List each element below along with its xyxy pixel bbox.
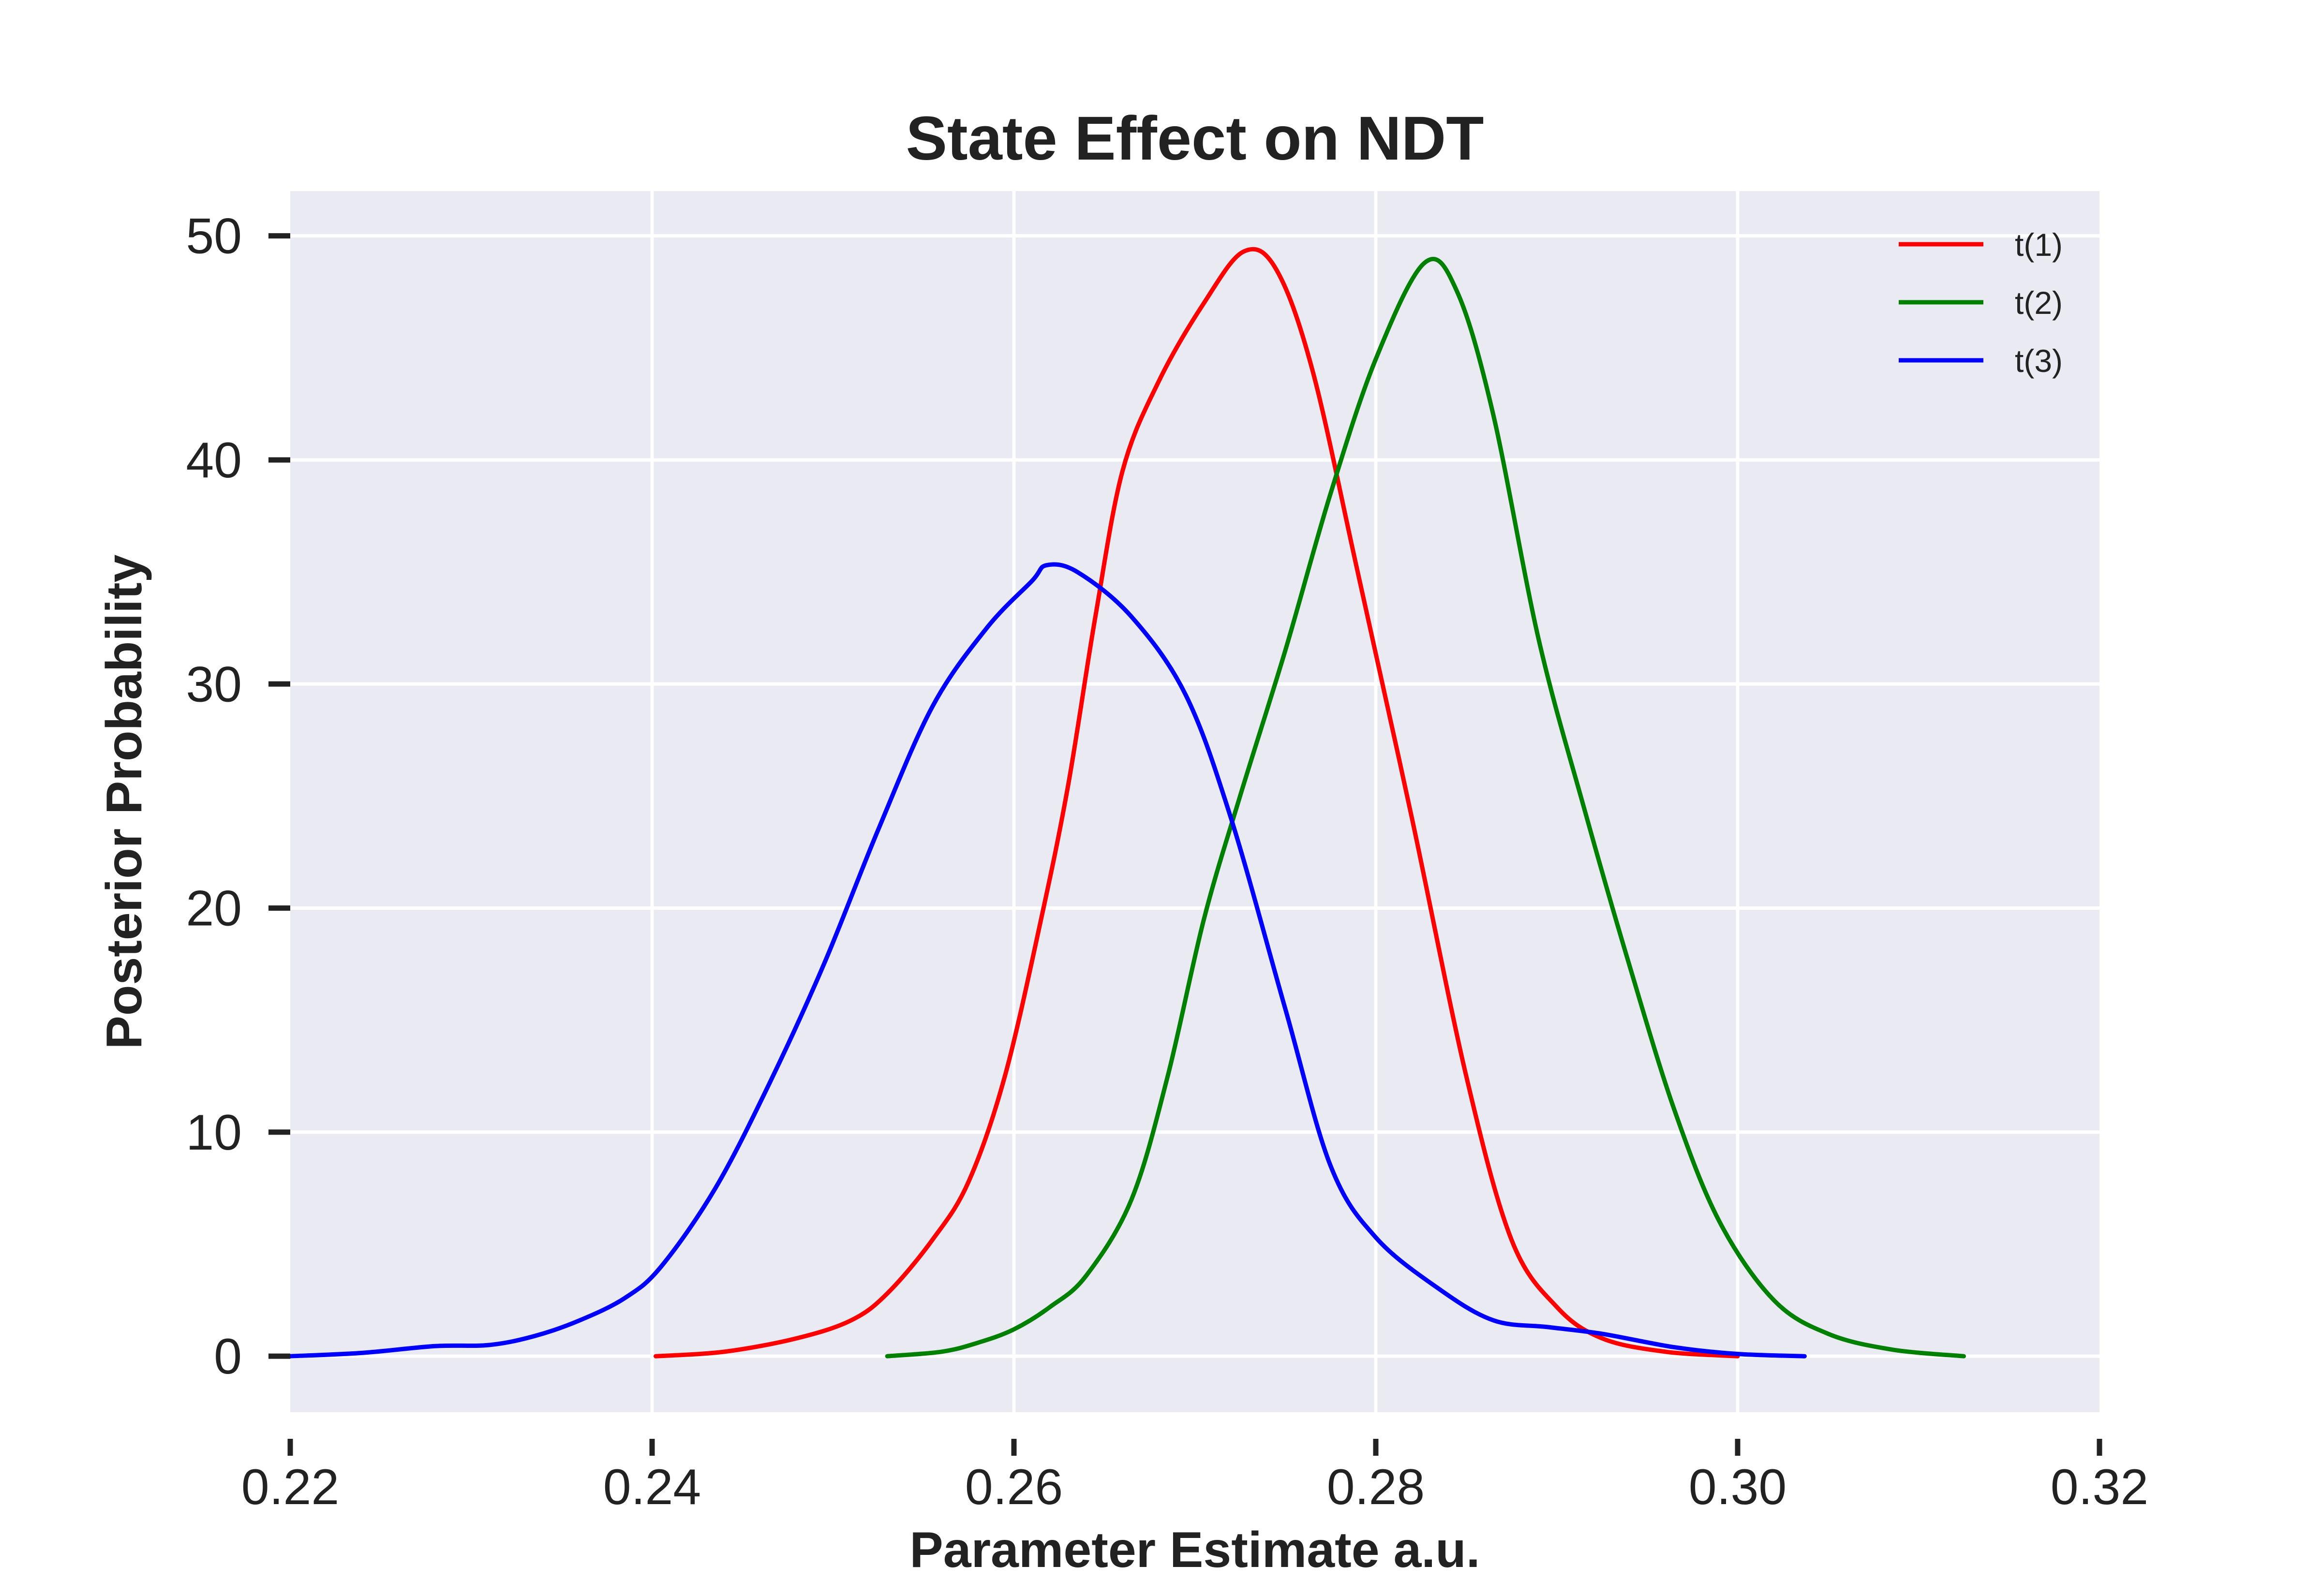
series-line-t3 (288, 562, 1807, 1359)
series-lines (288, 247, 1966, 1359)
y-tick-label: 0 (214, 1329, 242, 1385)
y-tick-label: 30 (186, 656, 242, 712)
series-line-t2 (885, 257, 1966, 1359)
x-tick-label: 0.22 (241, 1459, 339, 1515)
x-axis-label: Parameter Estimate a.u. (909, 1522, 1480, 1578)
y-tick-label: 10 (186, 1105, 242, 1161)
x-tick-label: 0.30 (1689, 1459, 1786, 1515)
y-tick-label: 50 (186, 208, 242, 265)
y-tick-label: 40 (186, 432, 242, 488)
series-line-t1 (654, 247, 1740, 1359)
y-tick-label: 20 (186, 881, 242, 937)
x-tick-label: 0.32 (2051, 1459, 2148, 1515)
gridlines (290, 191, 2099, 1412)
legend-label-t1: t(1) (2015, 227, 2063, 263)
axis-ticks: 0.22 0.24 0.26 0.28 0.30 0.32 0 10 20 30 40 50 (186, 208, 2148, 1515)
chart-title: State Effect on NDT (906, 104, 1484, 173)
x-tick-label: 0.24 (603, 1459, 701, 1515)
legend-label-t2: t(2) (2015, 285, 2063, 321)
x-tick-label: 0.28 (1327, 1459, 1425, 1515)
legend-label-t3: t(3) (2015, 343, 2063, 379)
plot-area (290, 191, 2099, 1412)
x-tick-label: 0.26 (965, 1459, 1063, 1515)
y-axis-label: Posterior Probability (96, 554, 152, 1049)
legend: t(1) t(2) t(3) (1899, 227, 2063, 379)
